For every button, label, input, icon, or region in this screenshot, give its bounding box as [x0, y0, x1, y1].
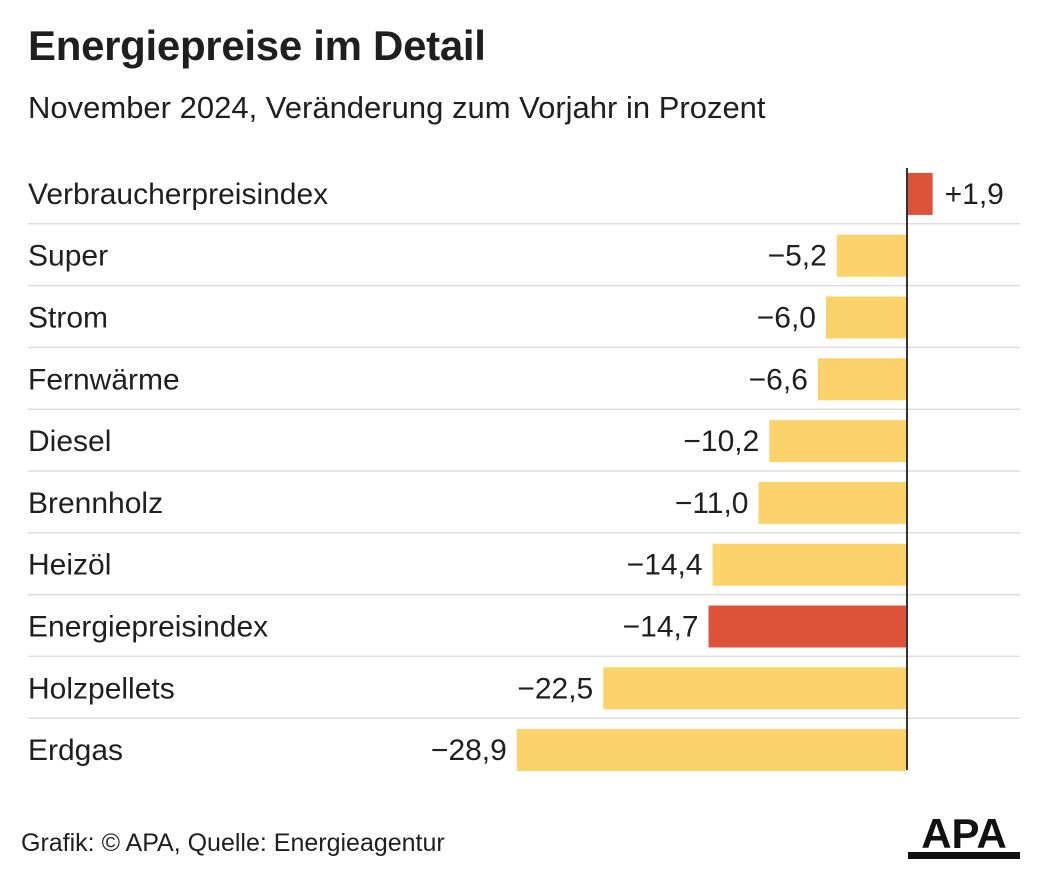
value-label: −14,7: [623, 611, 699, 644]
category-label: Erdgas: [28, 734, 123, 767]
bar: [817, 358, 907, 401]
bar: [907, 172, 933, 215]
value-label: −11,0: [675, 487, 749, 520]
bar: [836, 234, 907, 277]
category-label: Energiepreisindex: [28, 611, 268, 644]
value-label: −6,0: [757, 302, 816, 335]
bar: [758, 481, 907, 524]
value-label: −14,4: [627, 549, 703, 582]
logo-bar: [908, 852, 1020, 859]
value-label: −5,2: [768, 240, 827, 273]
value-label: −28,9: [431, 734, 507, 767]
source-credit: Grafik: © APA, Quelle: Energieagentur: [21, 829, 445, 857]
bar: [769, 420, 907, 463]
category-label: Verbraucherpreisindex: [28, 178, 328, 211]
value-label: −6,6: [749, 363, 808, 396]
bar: [603, 667, 907, 710]
category-label: Super: [28, 240, 108, 273]
value-label: −10,2: [683, 425, 759, 458]
category-label: Diesel: [28, 425, 111, 458]
category-label: Strom: [28, 302, 108, 335]
value-label: −22,5: [517, 672, 593, 705]
bar: [708, 605, 907, 648]
value-label: +1,9: [945, 178, 1004, 211]
logo-text: APA: [921, 812, 1007, 857]
bar: [516, 729, 907, 772]
category-label: Heizöl: [28, 549, 111, 582]
bar-chart: Verbraucherpreisindex +1,9 Super −5,2 Strom −…: [28, 168, 1020, 772]
category-label: Brennholz: [28, 487, 163, 520]
apa-logo: APA: [908, 812, 1020, 859]
chart-subtitle: November 2024, Veränderung zum Vorjahr i…: [28, 90, 766, 125]
chart-title: Energiepreise im Detail: [28, 22, 486, 69]
bar: [712, 543, 907, 586]
bar: [826, 296, 907, 339]
category-label: Fernwärme: [28, 363, 180, 396]
category-label: Holzpellets: [28, 672, 175, 705]
